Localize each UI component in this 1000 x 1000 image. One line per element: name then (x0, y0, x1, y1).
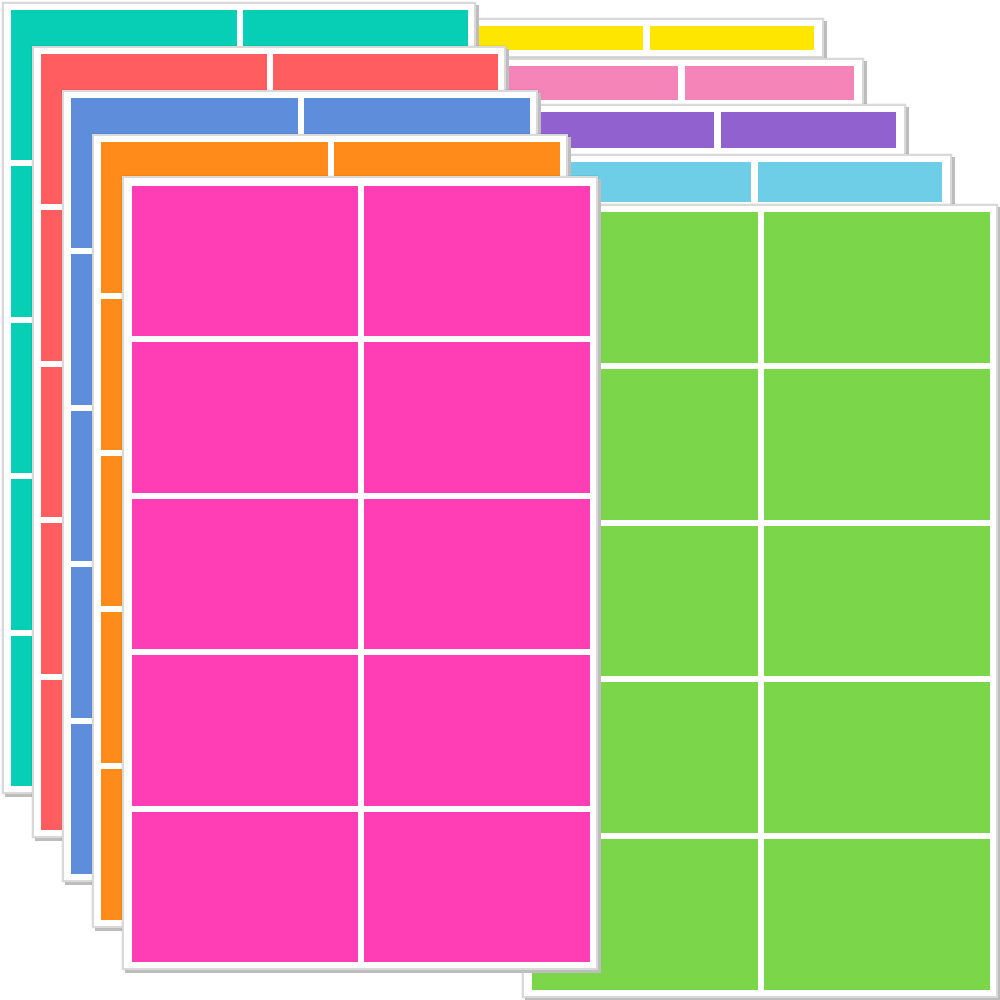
label-magenta (132, 811, 358, 962)
label-green (764, 525, 990, 677)
label-magenta (364, 342, 590, 493)
label-grid (566, 162, 942, 202)
label-yellow (649, 26, 814, 50)
label-sheet-pink (498, 58, 864, 108)
label-light-blue (757, 162, 942, 202)
label-sheet-purple (528, 104, 906, 156)
label-magenta (364, 811, 590, 962)
label-magenta (364, 655, 590, 806)
label-green (764, 682, 990, 834)
label-magenta (132, 498, 358, 650)
label-pink (684, 66, 854, 100)
label-grid (478, 26, 814, 50)
label-grid (538, 112, 896, 148)
label-sheet-yellow (468, 18, 824, 58)
label-sheet-magenta (122, 176, 598, 970)
label-magenta (132, 186, 358, 337)
label-magenta (132, 655, 358, 806)
label-green (764, 212, 990, 363)
label-magenta (132, 342, 358, 493)
label-magenta (364, 186, 590, 337)
label-grid (508, 66, 854, 100)
label-sheet-light-blue (556, 154, 952, 210)
label-purple (720, 112, 896, 148)
label-grid (532, 212, 990, 990)
label-grid (132, 186, 590, 962)
label-green (764, 839, 990, 990)
label-magenta (364, 498, 590, 650)
label-green (764, 368, 990, 520)
